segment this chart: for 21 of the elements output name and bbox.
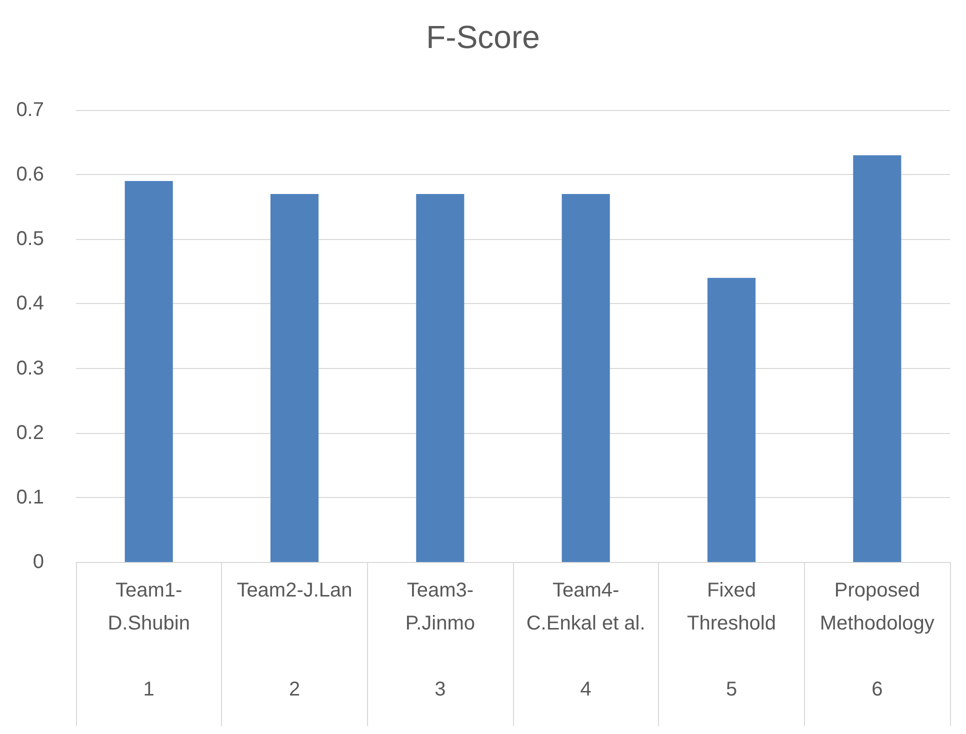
y-tick-label: 0.5 xyxy=(16,228,44,250)
chart-title: F-Score xyxy=(426,19,540,55)
bar xyxy=(416,194,464,562)
category-label: Team3- P.Jinmo 3 xyxy=(405,580,476,700)
y-tick-label: 0.7 xyxy=(16,99,44,121)
category-label: Team4- C.Enkal et al. 4 xyxy=(526,580,646,700)
category-label: Team2-J.Lan 2 xyxy=(236,580,352,700)
y-tick-label: 0.4 xyxy=(16,292,44,315)
y-tick-label: 0.6 xyxy=(16,164,44,186)
category-label: Proposed Methodology 6 xyxy=(820,580,934,700)
y-tick-label: 0 xyxy=(32,551,44,573)
bar xyxy=(270,194,319,562)
bar xyxy=(124,181,173,562)
category-label: Fixed Threshold 5 xyxy=(687,580,776,700)
bar xyxy=(562,194,610,562)
bar xyxy=(707,278,756,562)
y-tick-label: 0.1 xyxy=(16,486,44,508)
y-tick-label: 0.2 xyxy=(16,422,44,444)
bar xyxy=(853,155,902,562)
category-label: Team1- D.Shubin 1 xyxy=(108,580,190,700)
y-tick-label: 0.3 xyxy=(16,357,44,380)
